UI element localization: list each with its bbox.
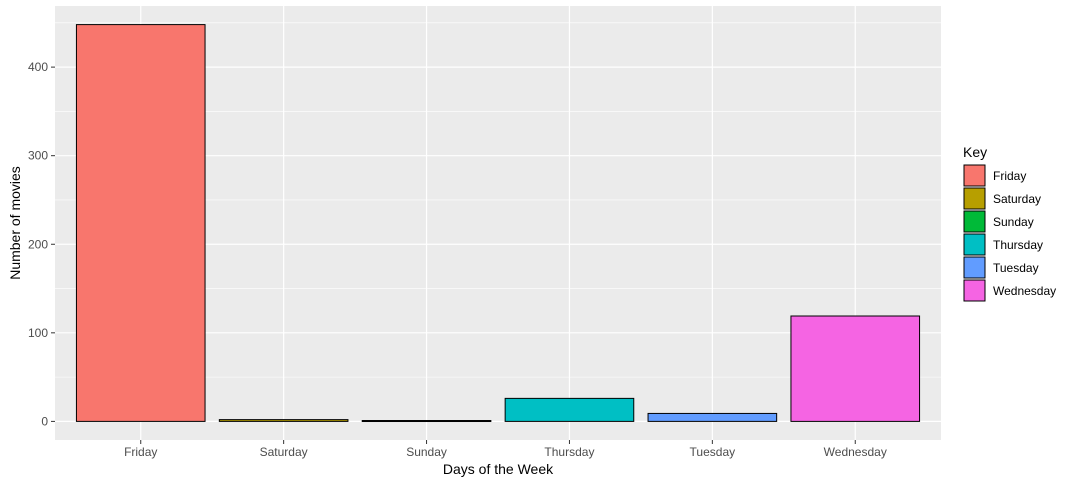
- bar-thursday: [504, 397, 635, 422]
- legend-label: Friday: [993, 169, 1026, 183]
- x-tick-label: Friday: [124, 445, 157, 459]
- x-tick-label: Sunday: [406, 445, 447, 459]
- legend-label: Saturday: [993, 192, 1041, 206]
- legend-title: Key: [963, 144, 987, 160]
- legend-key-thursday: [963, 233, 986, 256]
- legend-label: Thursday: [993, 238, 1043, 252]
- x-tick-label: Thursday: [544, 445, 594, 459]
- y-tick-label: 200: [28, 237, 48, 251]
- x-tick-label: Tuesday: [690, 445, 736, 459]
- bar-sunday: [361, 420, 492, 423]
- x-tick-label: Wednesday: [824, 445, 887, 459]
- bar-wednesday: [790, 315, 921, 422]
- y-tick-label: 0: [41, 414, 48, 428]
- legend-label: Sunday: [993, 215, 1034, 229]
- legend-label: Wednesday: [993, 284, 1056, 298]
- legend-key-sunday: [963, 210, 986, 233]
- y-tick-label: 100: [28, 326, 48, 340]
- legend: Key Friday Saturday Sunday Thursday Tuesday W…: [963, 144, 1056, 302]
- y-axis: 0 100 200 300 400: [28, 60, 55, 428]
- y-axis-label: Number of movies: [7, 166, 23, 280]
- legend-key-wednesday: [963, 279, 986, 302]
- x-axis: Friday Saturday Sunday Thursday Tuesday Wedne…: [124, 440, 887, 459]
- legend-key-tuesday: [963, 256, 986, 279]
- legend-label: Tuesday: [993, 261, 1039, 275]
- bar-saturday: [218, 419, 349, 422]
- bars: [75, 24, 921, 423]
- x-axis-label: Days of the Week: [443, 461, 554, 477]
- y-tick-label: 300: [28, 149, 48, 163]
- x-tick-label: Saturday: [260, 445, 308, 459]
- legend-key-saturday: [963, 187, 986, 210]
- y-tick-label: 400: [28, 60, 48, 74]
- bar-tuesday: [647, 412, 778, 422]
- bar-friday: [75, 24, 206, 422]
- legend-key-friday: [963, 164, 986, 187]
